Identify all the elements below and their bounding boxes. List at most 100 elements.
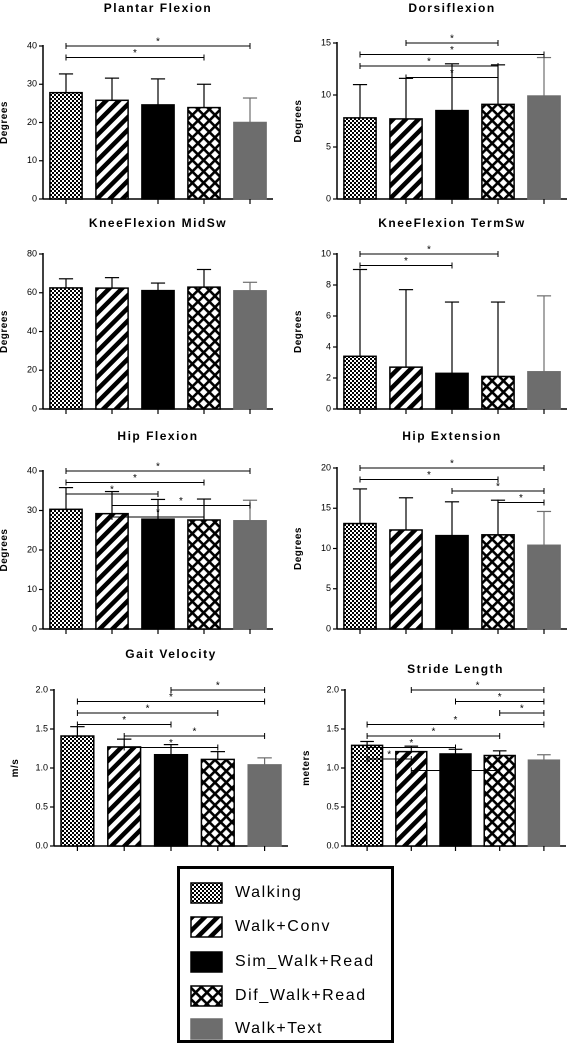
significance-star: * (146, 704, 150, 715)
y-tick-label: 60 (27, 287, 37, 297)
legend-swatch-dif-walk-read (190, 985, 223, 1007)
bar (247, 764, 282, 847)
y-axis-label: Degrees (293, 527, 304, 570)
bar (95, 99, 129, 200)
bar (343, 355, 377, 410)
significance-star: * (169, 692, 173, 703)
bar (200, 758, 235, 847)
y-tick-label: 10 (321, 543, 331, 553)
bar (60, 735, 95, 847)
bar (527, 544, 561, 630)
y-tick-label: 0 (326, 193, 331, 203)
bar (389, 118, 423, 200)
y-tick-label: 8 (326, 279, 331, 289)
chart-panel: Plantar Flexion Degrees 0 10 20 30 40 * * (0, 1, 273, 204)
significance-star: * (156, 508, 160, 519)
bar (389, 529, 423, 630)
bar (395, 750, 428, 847)
chart-title: Hip Flexion (117, 429, 198, 443)
legend-swatch-walk-conv (190, 916, 223, 938)
chart-panel: Hip Flexion Degrees 0 10 20 30 40 * * * * * (0, 429, 273, 634)
legend-swatch-sim-walk-read (190, 951, 223, 973)
bar (49, 287, 83, 410)
bar (233, 290, 267, 410)
bar (153, 753, 189, 847)
significance-star: * (454, 715, 458, 726)
chart-panel: KneeFlexion TermSw Degrees 0 2 4 6 8 10 * * (293, 216, 567, 414)
y-tick-label: 20 (27, 365, 37, 375)
bar (389, 366, 423, 410)
y-tick-label: 0.5 (35, 801, 48, 811)
y-tick-label: 0 (326, 623, 331, 633)
y-tick-label: 15 (321, 503, 331, 513)
y-tick-label: 0 (32, 193, 37, 203)
y-axis-label: m/s (10, 759, 21, 778)
bar (435, 372, 469, 410)
bar (141, 518, 175, 630)
y-tick-label: 20 (27, 544, 37, 554)
bar (187, 106, 221, 200)
bar (107, 746, 142, 847)
y-tick-label: 4 (326, 341, 331, 351)
y-tick-label: 2.0 (35, 684, 48, 694)
y-tick-label: 0.0 (35, 840, 48, 850)
legend-label: Dif_Walk+Read (235, 987, 367, 1004)
significance-star: * (179, 496, 183, 507)
bar (49, 91, 83, 200)
y-axis-label: meters (301, 750, 312, 786)
significance-star: * (450, 34, 454, 45)
y-tick-label: 10 (27, 155, 37, 165)
chart-panel: Gait Velocity m/s 0.0 0.5 1.0 1.5 2.0 * * * * * * (10, 647, 288, 851)
y-tick-label: 0 (326, 403, 331, 413)
y-axis-label: Degrees (293, 100, 304, 143)
y-tick-label: 15 (321, 37, 331, 47)
y-tick-label: 20 (321, 462, 331, 472)
significance-star: * (454, 761, 458, 772)
bar (49, 508, 83, 630)
bar (95, 287, 129, 410)
significance-star: * (122, 715, 126, 726)
bar (187, 286, 221, 410)
y-tick-label: 1.5 (326, 723, 339, 733)
chart-panel: Stride Length meters 0.0 0.5 1.0 1.5 2.0 * * * * * *… (301, 662, 566, 851)
bar (343, 117, 377, 200)
significance-star: * (496, 482, 500, 493)
legend-item: Walk+Conv (190, 914, 331, 940)
significance-star: * (476, 681, 480, 692)
y-tick-label: 0 (32, 623, 37, 633)
significance-star: * (156, 462, 160, 473)
legend-label: Walk+Conv (235, 918, 332, 935)
y-tick-label: 6 (326, 310, 331, 320)
chart-title: KneeFlexion TermSw (378, 216, 525, 230)
significance-star: * (520, 704, 524, 715)
y-tick-label: 10 (27, 584, 37, 594)
y-tick-label: 30 (27, 79, 37, 89)
chart-title: Plantar Flexion (104, 1, 213, 15)
chart-title: Gait Velocity (125, 647, 217, 661)
significance-star: * (450, 68, 454, 79)
legend-label: Walking (235, 884, 303, 901)
chart-title: Dorsiflexion (408, 1, 495, 15)
legend-swatch-walking (190, 882, 223, 904)
bar (141, 104, 175, 200)
y-axis-label: Degrees (0, 310, 10, 353)
y-tick-label: 5 (326, 583, 331, 593)
significance-star: * (133, 473, 137, 484)
y-tick-label: 0.0 (326, 840, 339, 850)
bar (481, 375, 515, 410)
significance-star: * (169, 738, 173, 749)
bar (95, 512, 129, 630)
legend-item: Sim_Walk+Read (190, 949, 375, 975)
y-tick-label: 10 (321, 248, 331, 258)
y-tick-label: 30 (27, 505, 37, 515)
significance-star: * (498, 692, 502, 703)
chart-title: KneeFlexion MidSw (89, 216, 227, 230)
y-tick-label: 2 (326, 372, 331, 382)
y-tick-label: 40 (27, 465, 37, 475)
legend-item: Walk+Text (190, 1016, 323, 1042)
significance-star: * (427, 470, 431, 481)
y-tick-label: 1.0 (35, 762, 48, 772)
y-tick-label: 40 (27, 40, 37, 50)
bar (435, 109, 469, 200)
